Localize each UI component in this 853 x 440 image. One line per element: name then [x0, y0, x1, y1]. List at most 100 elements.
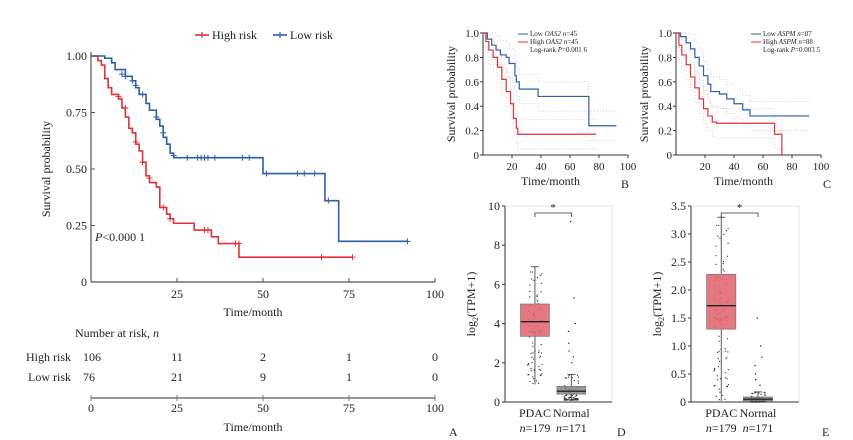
risk-value: 0 [432, 350, 438, 364]
outlier-point [568, 350, 570, 352]
censor-mark [246, 154, 253, 161]
outlier-point [572, 356, 575, 358]
panel-e: 00.51.01.52.02.53.03.5log2(TPM+1)PDACn=1… [650, 199, 829, 439]
data-point [529, 290, 531, 292]
y-tick-label: 2.0 [671, 283, 686, 297]
ci-lower [483, 47, 597, 150]
data-point [714, 367, 716, 370]
risk-value: 0 [432, 370, 438, 384]
risk-value: 9 [260, 370, 266, 384]
data-point [533, 369, 535, 371]
outlier-point [571, 362, 573, 364]
data-point [536, 299, 538, 301]
data-point [540, 369, 542, 371]
x-tick-label: 40 [536, 161, 548, 173]
outlier-point [754, 373, 757, 375]
data-point [577, 398, 579, 400]
legend-label: Log-rank P=0.001 6 [530, 46, 588, 54]
censor-mark [146, 175, 153, 182]
data-point [569, 399, 571, 401]
data-point [532, 358, 535, 360]
censor-mark [204, 154, 211, 161]
data-point [725, 358, 727, 360]
data-point [754, 392, 756, 394]
data-point [755, 401, 757, 403]
ci-upper [676, 32, 810, 102]
panel-label-a: A [449, 425, 458, 439]
legend-label: High ASPM n=88 [763, 38, 813, 46]
y-tick-label: 8 [494, 238, 500, 252]
data-point [718, 340, 720, 343]
data-point [574, 395, 576, 397]
data-point [565, 394, 567, 397]
y-tick-label: 0 [81, 275, 87, 289]
data-point [531, 356, 533, 358]
data-point [722, 268, 724, 270]
box-pdac [706, 273, 737, 330]
y-tick-label: 1.0 [671, 339, 686, 353]
data-point [529, 296, 531, 298]
legend-label: High OAS2 n=45 [530, 38, 579, 46]
x-tick-label: 50 [257, 287, 269, 301]
x-axis-title: Time/month [714, 174, 773, 188]
data-point [541, 273, 543, 275]
censor-mark [318, 254, 325, 261]
data-point [532, 352, 534, 354]
data-point [764, 392, 766, 394]
data-point [577, 376, 580, 378]
data-point [536, 277, 539, 279]
censor-mark [129, 77, 136, 84]
ci-upper [483, 32, 597, 120]
group-label: PDAC [705, 406, 737, 420]
data-point [726, 378, 728, 380]
y-tick-label: 3.5 [671, 199, 686, 213]
data-point [714, 385, 716, 387]
y-axis-title: Survival probability [444, 46, 458, 142]
data-point [539, 274, 541, 276]
data-point [715, 245, 717, 247]
group-n-label: n=179 [520, 421, 551, 435]
data-point [563, 395, 565, 397]
data-point [726, 356, 728, 358]
km-curve-high-risk [91, 55, 353, 258]
y-axis-title: Survival probability [39, 121, 53, 217]
data-point [531, 271, 534, 273]
censor-mark [311, 170, 318, 177]
data-point [539, 374, 542, 376]
data-point [574, 398, 577, 400]
y-tick-label: 0.2 [658, 126, 672, 138]
data-point [573, 397, 576, 399]
data-point [763, 391, 765, 393]
panel-label-e: E [822, 425, 829, 439]
risk-tick-label: 25 [171, 401, 183, 415]
data-point [527, 364, 529, 366]
data-point [539, 356, 541, 358]
y-tick-label: 0.5 [671, 367, 686, 381]
risk-tick-label: 50 [257, 401, 269, 415]
x-tick-label: 75 [343, 287, 355, 301]
data-point [750, 401, 752, 403]
legend-label: Low ASPM n=87 [763, 30, 812, 38]
data-point [759, 401, 761, 403]
data-point [764, 400, 766, 403]
data-point [532, 376, 534, 378]
censor-mark [132, 82, 139, 89]
risk-row-label: Low risk [28, 370, 71, 384]
x-tick-label: 100 [426, 287, 444, 301]
panel-label-b: B [621, 177, 629, 191]
group-n-label: n=179 [706, 421, 737, 435]
data-point [538, 350, 540, 352]
x-tick-label: 100 [620, 161, 637, 173]
y-tick-label: 4 [494, 317, 500, 331]
data-point [530, 367, 532, 369]
censor-mark [139, 159, 146, 166]
group-label: Normal [553, 406, 590, 420]
data-point [727, 227, 729, 229]
censor-mark [153, 114, 160, 121]
data-point [532, 382, 534, 385]
data-point [718, 335, 720, 337]
data-point [573, 379, 575, 382]
data-point [718, 388, 720, 390]
data-point [727, 242, 729, 244]
